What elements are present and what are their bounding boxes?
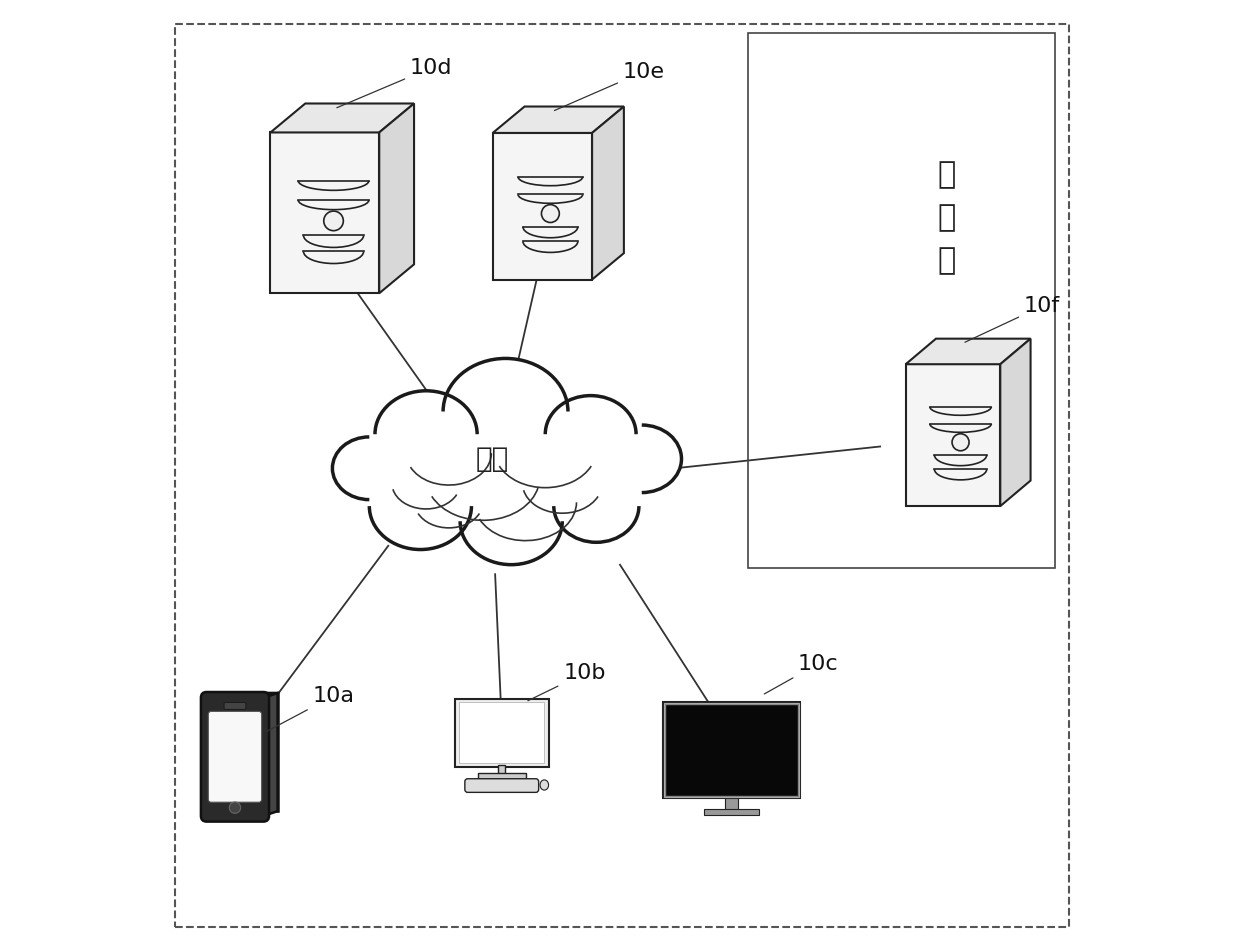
Ellipse shape xyxy=(355,383,667,553)
Ellipse shape xyxy=(374,391,477,478)
Ellipse shape xyxy=(332,437,407,499)
Text: 10e: 10e xyxy=(554,61,665,111)
FancyBboxPatch shape xyxy=(201,692,269,821)
Ellipse shape xyxy=(554,470,639,542)
FancyBboxPatch shape xyxy=(465,779,538,793)
Bar xyxy=(498,764,505,775)
Circle shape xyxy=(952,433,970,450)
Bar xyxy=(748,33,1055,568)
Circle shape xyxy=(542,204,559,222)
Bar xyxy=(459,702,544,763)
Ellipse shape xyxy=(443,359,568,464)
Text: 10c: 10c xyxy=(764,654,838,694)
Text: 网络: 网络 xyxy=(476,445,508,473)
Bar xyxy=(724,798,739,812)
Ellipse shape xyxy=(460,478,562,565)
Polygon shape xyxy=(492,133,591,280)
Polygon shape xyxy=(270,103,414,132)
Polygon shape xyxy=(905,339,1030,364)
Polygon shape xyxy=(221,692,278,811)
Bar xyxy=(704,810,759,815)
Text: 局
域
网: 局 域 网 xyxy=(937,160,956,275)
Circle shape xyxy=(324,211,343,231)
Bar xyxy=(666,705,797,796)
Ellipse shape xyxy=(541,780,548,790)
Text: 10f: 10f xyxy=(965,296,1060,342)
Text: 10b: 10b xyxy=(528,663,606,701)
Text: 10d: 10d xyxy=(337,58,453,108)
Bar xyxy=(477,773,526,780)
Polygon shape xyxy=(263,692,278,815)
Polygon shape xyxy=(591,107,624,280)
Text: 10a: 10a xyxy=(265,686,355,732)
Polygon shape xyxy=(379,103,414,293)
Circle shape xyxy=(229,802,241,814)
FancyBboxPatch shape xyxy=(224,703,246,710)
Ellipse shape xyxy=(370,463,471,550)
Bar xyxy=(663,702,800,798)
Ellipse shape xyxy=(603,425,682,493)
Polygon shape xyxy=(905,364,1001,506)
Polygon shape xyxy=(207,692,278,698)
Polygon shape xyxy=(270,132,379,293)
Polygon shape xyxy=(492,107,624,133)
Ellipse shape xyxy=(546,395,636,473)
Bar xyxy=(663,703,800,797)
Bar xyxy=(455,699,548,767)
FancyBboxPatch shape xyxy=(208,711,262,802)
Polygon shape xyxy=(1001,339,1030,506)
